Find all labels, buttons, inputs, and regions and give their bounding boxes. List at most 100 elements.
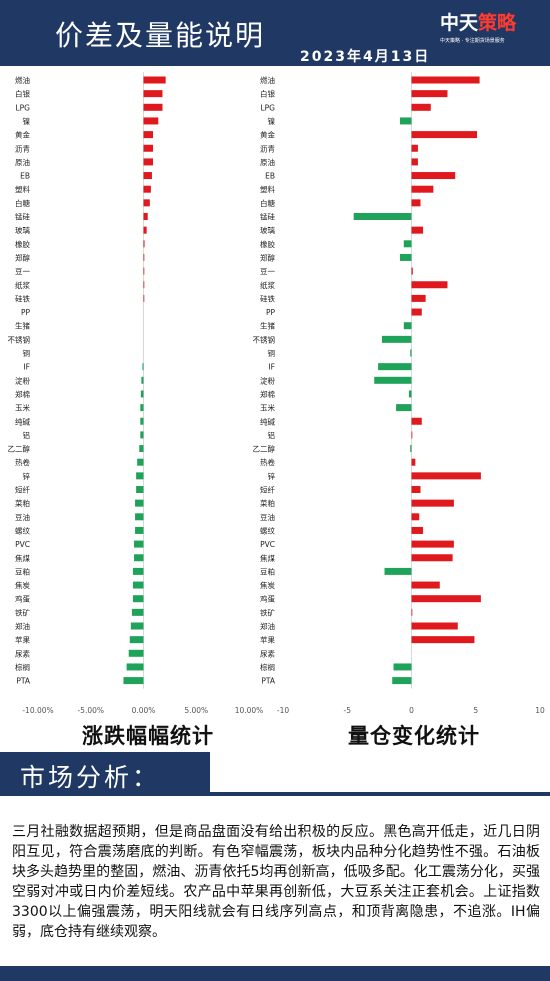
volume-category-label: 铜	[268, 348, 276, 358]
volume-tick-label: 5	[473, 706, 478, 715]
volume-category-label: 锌	[268, 471, 276, 481]
volume-category-label: 沥青	[260, 143, 275, 153]
report-date: 2023年4月13日	[300, 49, 431, 65]
change-category-label: 豆粕	[15, 566, 30, 576]
header-banner	[0, 0, 550, 66]
volume-bar	[411, 417, 422, 425]
section-divider	[210, 792, 550, 796]
change-bar	[143, 90, 163, 98]
change-bar	[143, 213, 148, 220]
volume-bar	[411, 540, 454, 548]
change-tick-label: -10.00%	[22, 706, 53, 715]
volume-category-label: 橡胶	[260, 239, 275, 249]
change-bar	[128, 649, 144, 657]
volume-category-label: PTA	[261, 677, 276, 686]
change-category-label: 棕榈	[15, 662, 30, 672]
change-category-label: 郑棉	[15, 389, 30, 399]
change-bar	[134, 540, 144, 548]
volume-bar	[410, 445, 412, 453]
change-bar	[132, 567, 144, 575]
change-tick-label: 0.00%	[132, 706, 156, 715]
logo-text-a: 中天	[440, 12, 479, 34]
change-bar	[143, 199, 150, 207]
change-bar	[143, 144, 153, 152]
change-bar	[137, 458, 144, 466]
logo-text-b: 策略	[478, 12, 517, 34]
page-title: 价差及量能说明	[55, 19, 266, 52]
change-category-label: 乙二醇	[8, 444, 31, 454]
change-bar	[132, 595, 144, 603]
volume-bar	[411, 431, 413, 439]
change-bar	[143, 267, 145, 275]
change-category-label: 淀粉	[15, 375, 30, 385]
change-bar	[143, 185, 151, 193]
change-category-label: 铜	[23, 348, 31, 358]
change-category-label: 鸡蛋	[15, 594, 30, 604]
volume-bar	[411, 281, 448, 289]
volume-bar	[399, 253, 412, 261]
volume-bar	[378, 363, 412, 371]
volume-bar	[411, 158, 418, 166]
change-tick-label: -5.00%	[77, 706, 104, 715]
volume-category-label: 菜粕	[260, 498, 275, 508]
volume-category-label: 白银	[260, 89, 275, 99]
volume-category-label: 硅铁	[260, 293, 275, 303]
change-category-label: IF	[23, 363, 30, 372]
change-bar	[143, 240, 145, 248]
volume-category-label: 焦炭	[260, 580, 275, 590]
change-bar	[140, 390, 144, 398]
change-bar	[129, 636, 144, 644]
volume-bar	[411, 144, 418, 152]
volume-category-label: PVC	[260, 540, 275, 549]
change-category-label: 白糖	[15, 198, 30, 208]
change-bar	[143, 117, 159, 125]
change-category-label: 玉米	[15, 403, 30, 413]
change-bar	[140, 417, 144, 425]
volume-tick-label: -5	[344, 706, 352, 715]
change-category-label: 豆油	[15, 512, 30, 522]
volume-category-label: 郑棉	[260, 389, 275, 399]
change-category-label: 生猪	[15, 321, 30, 331]
change-bar	[143, 158, 153, 166]
change-bar	[143, 76, 166, 84]
change-tick-label: 10.00%	[235, 706, 264, 715]
volume-category-label: 白糖	[260, 198, 275, 208]
change-category-label: 热卷	[15, 457, 30, 467]
change-bar	[143, 294, 145, 302]
change-bar	[135, 499, 144, 507]
volume-category-label: 淀粉	[260, 375, 275, 385]
change-category-label: 塑料	[15, 184, 30, 194]
change-category-label: PTA	[16, 677, 31, 686]
volume-category-label: 玻璃	[260, 225, 275, 235]
section-title: 市场分析：	[20, 763, 161, 792]
volume-category-label: 短纤	[260, 485, 275, 495]
volume-bar	[411, 267, 413, 275]
logo-tagline: 中天策略 · 专注期货场景服务	[440, 38, 505, 44]
volume-bar	[411, 636, 475, 644]
change-category-label: 铝	[23, 430, 31, 440]
volume-category-label: 苹果	[260, 635, 275, 645]
volume-category-label: 鸡蛋	[260, 594, 275, 604]
change-category-label: PP	[21, 308, 31, 317]
volume-bar	[374, 376, 412, 384]
brand-logo: 中天策略 中天策略 · 专注期货场景服务	[440, 8, 530, 44]
volume-bar	[411, 554, 453, 562]
change-category-label: 焦炭	[15, 580, 30, 590]
volume-category-label: EB	[265, 172, 275, 181]
volume-bar	[411, 486, 421, 493]
volume-bar	[403, 322, 412, 330]
volume-bar	[411, 172, 456, 180]
volume-category-label: LPG	[260, 103, 275, 112]
volume-bar	[410, 349, 412, 357]
change-bar	[130, 622, 144, 630]
volume-tick-label: -10	[277, 706, 289, 715]
change-bar	[143, 253, 145, 261]
volume-bar	[411, 581, 440, 589]
volume-bar	[411, 226, 424, 234]
change-bar	[132, 581, 144, 589]
change-bar	[140, 431, 144, 439]
change-category-label: 锌	[23, 471, 31, 481]
change-category-label: EB	[20, 172, 30, 181]
volume-bar	[381, 335, 412, 343]
